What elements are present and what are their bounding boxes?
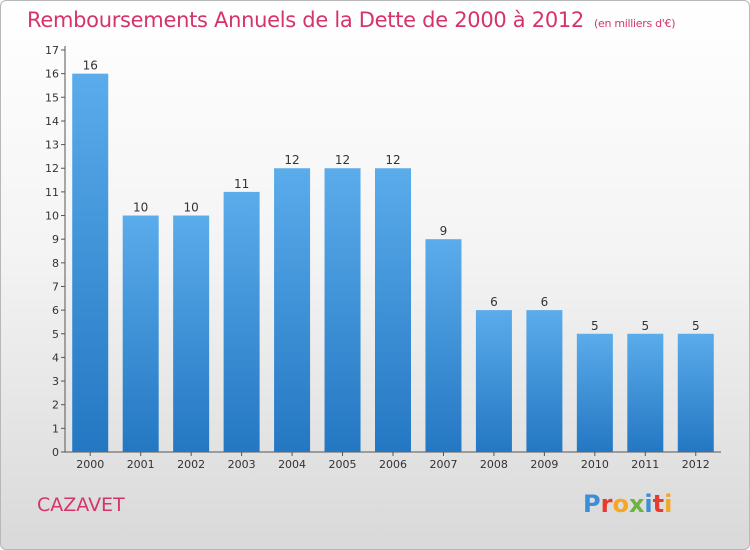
bar [122, 215, 159, 452]
y-tick-label: 7 [52, 280, 59, 293]
y-tick-label: 9 [52, 233, 59, 246]
y-tick-label: 5 [52, 328, 59, 341]
y-tick-label: 0 [52, 446, 59, 459]
x-tick-label: 2008 [480, 458, 508, 471]
bar [526, 310, 563, 452]
y-tick-label: 17 [45, 44, 59, 57]
bar [677, 333, 714, 452]
chart-unit-label: (en milliers d'€) [594, 17, 676, 30]
y-tick-label: 16 [45, 68, 59, 81]
x-tick-label: 2012 [682, 458, 710, 471]
data-label: 16 [83, 59, 98, 73]
y-tick-label: 14 [45, 115, 59, 128]
data-label: 6 [541, 295, 549, 309]
y-tick-label: 13 [45, 139, 59, 152]
bar [475, 310, 512, 452]
data-label: 12 [335, 153, 350, 167]
chart-title-text: Remboursements Annuels de la Dette de 20… [27, 8, 584, 32]
bar [627, 333, 664, 452]
bar [375, 168, 411, 452]
data-label: 11 [234, 177, 249, 191]
y-tick-label: 11 [45, 186, 59, 199]
x-tick-label: 2003 [228, 458, 256, 471]
data-label: 10 [133, 201, 148, 215]
x-tick-label: 2002 [177, 458, 205, 471]
data-label: 10 [184, 201, 199, 215]
y-tick-label: 6 [52, 304, 59, 317]
chart-title: Remboursements Annuels de la Dette de 20… [27, 8, 675, 32]
x-tick-label: 2007 [429, 458, 457, 471]
x-tick-label: 2009 [530, 458, 558, 471]
bar [425, 239, 462, 452]
y-tick-label: 1 [52, 422, 59, 435]
y-tick-label: 4 [52, 351, 59, 364]
y-tick-label: 8 [52, 257, 59, 270]
data-label: 5 [692, 319, 700, 333]
y-tick-label: 15 [45, 91, 59, 104]
data-label: 5 [641, 319, 649, 333]
y-tick-label: 10 [45, 210, 59, 223]
y-tick-label: 3 [52, 375, 59, 388]
x-tick-label: 2011 [631, 458, 659, 471]
bar [576, 333, 613, 452]
bar [274, 168, 311, 452]
data-label: 9 [440, 224, 448, 238]
data-label: 12 [284, 153, 299, 167]
bar [173, 215, 210, 452]
x-tick-label: 2005 [329, 458, 357, 471]
y-tick-label: 12 [45, 162, 59, 175]
place-name: CAZAVET [37, 494, 125, 516]
bar [72, 73, 109, 452]
data-label: 6 [490, 295, 498, 309]
x-tick-label: 2001 [127, 458, 155, 471]
x-tick-label: 2010 [581, 458, 609, 471]
x-tick-label: 2004 [278, 458, 306, 471]
x-tick-label: 2000 [76, 458, 104, 471]
proxiti-logo: Proxiti [583, 490, 673, 518]
data-label: 12 [385, 153, 400, 167]
data-label: 5 [591, 319, 599, 333]
bar [324, 168, 361, 452]
bar [223, 191, 260, 452]
y-tick-label: 2 [52, 399, 59, 412]
x-tick-label: 2006 [379, 458, 407, 471]
